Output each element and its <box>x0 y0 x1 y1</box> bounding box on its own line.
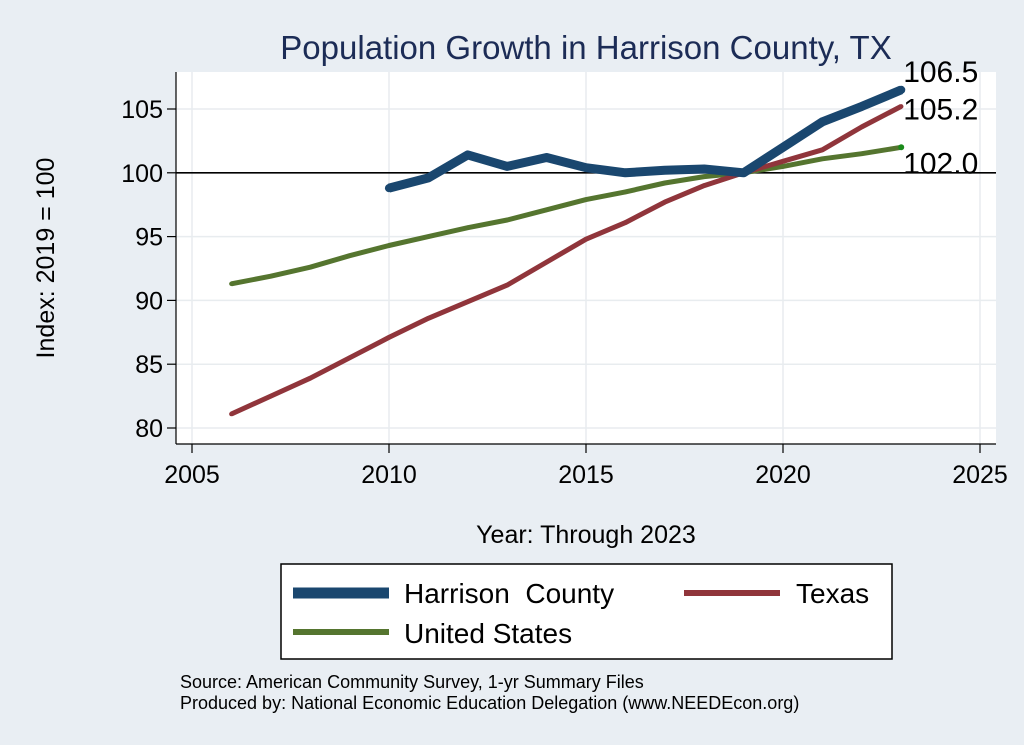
data-point-united-states <box>859 151 865 156</box>
x-axis-label: Year: Through 2023 <box>476 521 696 549</box>
data-point-texas <box>623 220 628 225</box>
y-tick-label: 85 <box>135 351 163 379</box>
data-point-united-states <box>623 189 628 195</box>
data-point-united-states <box>307 264 313 270</box>
x-tick-label: 2010 <box>361 461 417 489</box>
end-label-harrison-county: 106.5 <box>903 56 978 89</box>
legend: Harrison County Texas United States <box>280 563 893 660</box>
data-point-united-states <box>347 253 352 259</box>
data-point-texas <box>701 183 707 188</box>
data-point-texas <box>347 355 352 361</box>
end-marker-united-states <box>898 144 905 151</box>
data-point-texas <box>780 159 786 164</box>
data-point-texas <box>268 393 274 399</box>
data-point-texas <box>307 375 313 381</box>
end-labels: 106.5 105.2 102.0 <box>903 56 978 180</box>
data-point-harrison-county <box>503 162 512 171</box>
series-line-texas <box>230 104 903 417</box>
legend-label-texas: Texas <box>796 578 869 609</box>
series-line-harrison-county <box>387 85 903 193</box>
data-point-harrison-county <box>660 166 669 175</box>
legend-label-harrison-county: Harrison County <box>404 578 614 609</box>
end-label-texas: 105.2 <box>903 93 978 126</box>
data-point-texas <box>386 335 392 340</box>
y-tick-label: 90 <box>135 287 163 315</box>
data-point-texas <box>229 411 234 417</box>
data-point-texas <box>465 299 471 304</box>
data-point-harrison-county <box>424 173 433 182</box>
series-layer <box>229 85 906 417</box>
data-point-harrison-county <box>778 143 788 152</box>
data-point-united-states <box>544 207 549 213</box>
data-point-texas <box>426 315 431 321</box>
data-point-texas <box>898 104 904 109</box>
end-label-united-states: 102.0 <box>903 147 978 180</box>
data-point-harrison-county <box>897 85 906 94</box>
data-point-united-states <box>504 217 510 223</box>
legend-box <box>280 563 893 660</box>
data-point-united-states <box>662 180 668 186</box>
y-tick-label: 95 <box>135 224 163 252</box>
data-point-harrison-county <box>463 150 472 160</box>
data-point-harrison-county <box>621 168 630 177</box>
data-point-harrison-county <box>581 163 591 172</box>
x-tick-label: 2020 <box>755 461 811 489</box>
tick-labels: 80 85 90 95 100 105 2005 2010 2015 2020 2025 <box>121 96 1008 489</box>
data-point-texas <box>859 124 865 130</box>
data-point-united-states <box>268 273 274 279</box>
grid-lines <box>176 72 996 444</box>
data-point-united-states <box>780 164 786 169</box>
data-point-united-states <box>820 156 825 162</box>
data-point-harrison-county <box>818 117 827 126</box>
data-point-harrison-county <box>384 184 394 193</box>
y-tick-label: 100 <box>121 160 163 188</box>
data-point-texas <box>544 259 549 265</box>
y-tick-label: 105 <box>121 96 163 124</box>
data-point-united-states <box>386 243 392 248</box>
data-point-united-states <box>426 234 431 239</box>
chart-title: Population Growth in Harrison County, TX <box>280 29 891 66</box>
data-point-texas <box>504 282 510 288</box>
data-point-harrison-county <box>857 102 866 111</box>
producer-note: Produced by: National Economic Education… <box>180 693 799 713</box>
legend-label-united-states: United States <box>404 618 572 649</box>
data-point-united-states <box>583 197 589 202</box>
source-note: Source: American Community Survey, 1-yr … <box>180 672 644 692</box>
series-line-united-states <box>230 144 902 287</box>
data-point-harrison-county <box>739 168 748 177</box>
x-tick-label: 2025 <box>952 461 1008 489</box>
x-tick-label: 2015 <box>558 461 614 489</box>
data-point-texas <box>583 236 589 242</box>
data-point-texas <box>820 147 825 153</box>
y-tick-label: 80 <box>135 415 163 443</box>
y-axis-label: Index: 2019 = 100 <box>32 158 60 359</box>
data-point-harrison-county <box>700 164 709 174</box>
axes <box>167 72 996 453</box>
data-point-texas <box>662 199 668 205</box>
data-point-united-states <box>229 281 234 287</box>
x-tick-label: 2005 <box>164 461 220 489</box>
data-point-harrison-county <box>542 153 551 162</box>
data-point-united-states <box>465 225 471 230</box>
data-point-united-states <box>701 174 707 179</box>
